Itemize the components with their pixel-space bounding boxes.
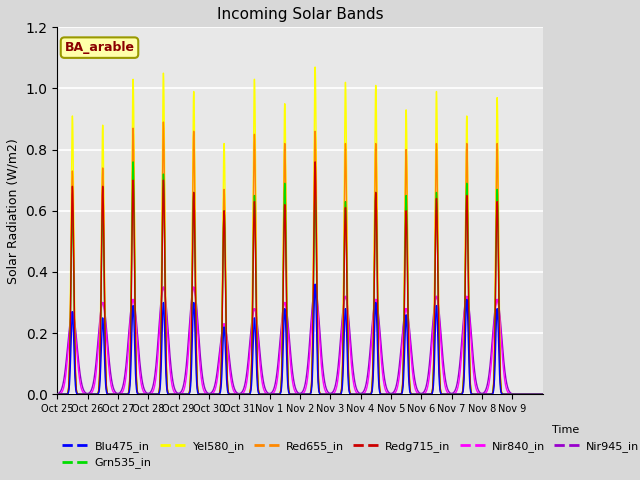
Text: Time: Time bbox=[552, 425, 579, 435]
Title: Incoming Solar Bands: Incoming Solar Bands bbox=[216, 7, 383, 22]
Text: BA_arable: BA_arable bbox=[65, 41, 134, 54]
Y-axis label: Solar Radiation (W/m2): Solar Radiation (W/m2) bbox=[7, 138, 20, 284]
Legend: Blu475_in, Grn535_in, Yel580_in, Red655_in, Redg715_in, Nir840_in, Nir945_in: Blu475_in, Grn535_in, Yel580_in, Red655_… bbox=[58, 436, 640, 473]
